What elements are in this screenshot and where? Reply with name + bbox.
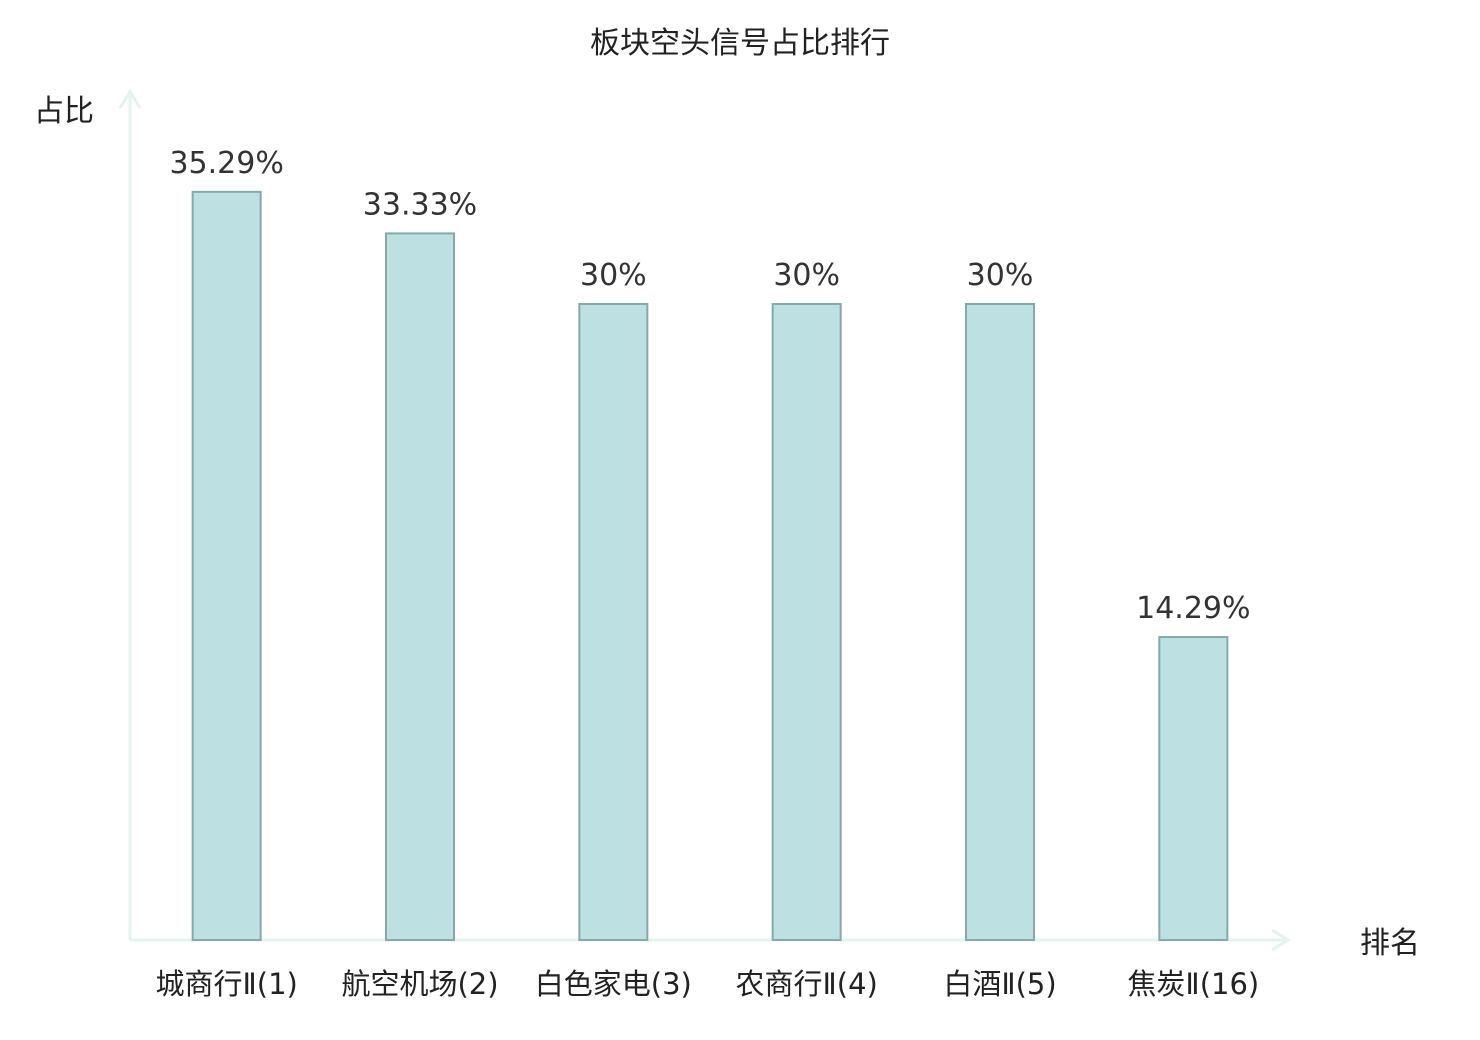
- bar-3: [578, 303, 649, 941]
- y-axis-label: 占比: [34, 94, 94, 129]
- value-label-5: 30%: [967, 258, 1034, 293]
- x-axis-arrow: [1271, 928, 1291, 952]
- value-label-4: 30%: [773, 258, 840, 293]
- x-tick-label-4: 农商行Ⅱ(4): [735, 967, 877, 1001]
- x-tick-label-3: 白色家电(3): [535, 967, 692, 1001]
- x-axis-label: 排名: [1360, 926, 1420, 961]
- value-labels-group: 35.29% 33.33% 30% 30% 30% 14.29%: [169, 146, 1250, 626]
- value-label-1: 35.29%: [169, 146, 283, 181]
- x-tick-label-1: 城商行Ⅱ(1): [155, 967, 297, 1001]
- bar-4: [771, 303, 842, 941]
- x-tick-label-6: 焦炭Ⅱ(16): [1127, 967, 1259, 1001]
- x-tick-labels-group: 城商行Ⅱ(1) 航空机场(2) 白色家电(3) 农商行Ⅱ(4) 白酒Ⅱ(5) 焦炭Ⅱ(16…: [155, 967, 1259, 1001]
- x-tick-label-2: 航空机场(2): [341, 967, 498, 1001]
- x-tick-label-5: 白酒Ⅱ(5): [943, 967, 1056, 1001]
- value-label-3: 30%: [580, 258, 647, 293]
- bar-6: [1158, 636, 1229, 941]
- bars-group: [191, 190, 1229, 942]
- value-label-6: 14.29%: [1136, 591, 1250, 626]
- bar-2: [385, 232, 455, 942]
- axes: [118, 89, 1291, 952]
- y-axis-arrow: [118, 89, 142, 109]
- chart-title: 板块空头信号占比排行: [590, 26, 890, 61]
- bar-1: [191, 190, 262, 942]
- bar-5: [965, 303, 1035, 941]
- value-label-2: 33.33%: [363, 187, 477, 222]
